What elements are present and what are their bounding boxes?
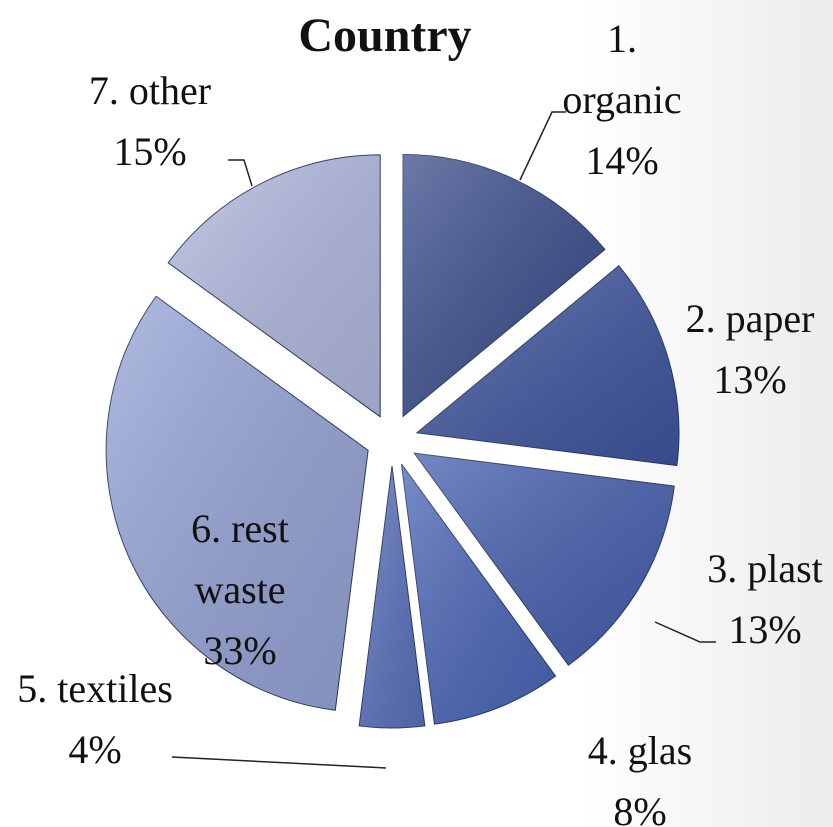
leader-line: [171, 756, 387, 769]
value-label: 4%: [68, 727, 122, 772]
category-label: 2. paper: [685, 296, 815, 341]
value-label: 13%: [728, 607, 802, 652]
leader-lines: [171, 111, 716, 769]
value-label: 8%: [613, 789, 667, 827]
slice-label: 5. textiles 4%: [10, 658, 180, 780]
category-label: 4. glas: [587, 728, 693, 773]
category-label: 5. textiles: [17, 666, 173, 711]
chart-title: Country: [298, 9, 472, 62]
slice-label: 6. rest waste 33%: [160, 498, 320, 681]
slice-label: 3. plast 13%: [700, 538, 830, 660]
value-label: 15%: [113, 129, 187, 174]
slice-shade: [403, 154, 605, 417]
slice-label: 2. paper 13%: [685, 288, 815, 410]
slice-label: 4. glas 8%: [540, 720, 740, 827]
slice-shade: [414, 453, 675, 666]
value-label: 14%: [585, 138, 659, 183]
category-label: 3. plast: [707, 546, 823, 591]
slice-shade: [359, 466, 425, 728]
value-label: 13%: [713, 357, 787, 402]
leader-line: [228, 159, 253, 187]
leader-line: [654, 621, 716, 643]
slice-label: 1. organic 14%: [557, 8, 687, 191]
slice-shade: [416, 265, 679, 466]
slice-shade: [168, 154, 381, 417]
slice-shade: [106, 296, 369, 711]
slice-label: 7. other 15%: [80, 60, 220, 182]
value-label: 33%: [203, 628, 277, 673]
category-label: 7. other: [88, 68, 212, 113]
slice-shade: [401, 464, 556, 725]
category-label: 6. rest waste: [191, 506, 289, 612]
slices: [105, 153, 680, 729]
leader-line: [519, 111, 566, 181]
category-label: 1. organic: [562, 16, 682, 122]
